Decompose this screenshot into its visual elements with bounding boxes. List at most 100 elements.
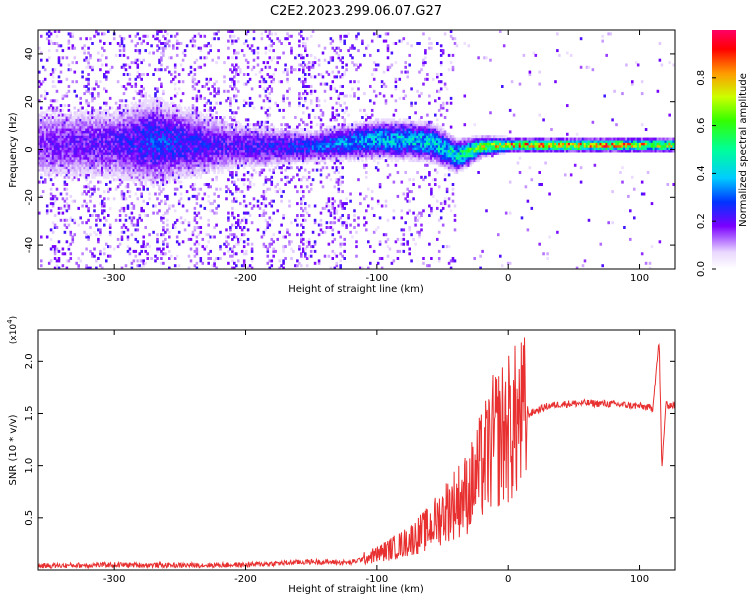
heatmap-cell (101, 266, 104, 269)
heatmap-cell (53, 156, 57, 160)
heatmap-cell (248, 159, 252, 163)
heatmap-cell (166, 171, 169, 174)
heatmap-cell (240, 156, 244, 160)
heatmap-cell (122, 147, 126, 151)
heatmap-cell (250, 266, 254, 269)
heatmap-cell (138, 151, 142, 155)
heatmap-cell (244, 163, 248, 167)
heatmap-cell (298, 68, 301, 72)
heatmap-cell (158, 30, 161, 33)
heatmap-cell (175, 139, 179, 143)
heatmap-cell (292, 130, 295, 134)
heatmap-cell (140, 183, 143, 186)
heatmap-cell (99, 106, 102, 110)
heatmap-cell (205, 118, 209, 122)
heatmap-cell (181, 113, 185, 117)
heatmap-cell (191, 130, 195, 134)
heatmap-cell (183, 139, 187, 143)
heatmap-cell (233, 183, 236, 186)
heatmap-cell (132, 104, 136, 108)
heatmap-cell (154, 108, 157, 112)
heatmap-cell (47, 106, 51, 110)
heatmap-cell (71, 123, 75, 127)
heatmap-cell (235, 132, 238, 136)
heatmap-cell (207, 194, 210, 198)
heatmap-cell (65, 175, 69, 179)
heatmap-cell (213, 211, 216, 215)
heatmap-cell (73, 221, 77, 225)
heatmap-cell (209, 123, 212, 127)
heatmap-cell (300, 144, 303, 148)
heatmap-cell (158, 154, 161, 158)
heatmap-cell (146, 173, 149, 177)
heatmap-cell (235, 156, 238, 160)
heatmap-cell (240, 49, 244, 53)
heatmap-cell (73, 137, 77, 141)
heatmap-cell (132, 118, 136, 122)
heatmap-cell (244, 211, 248, 215)
heatmap-cell (219, 257, 222, 260)
heatmap-cell (209, 116, 212, 119)
heatmap-cell (164, 46, 167, 50)
heatmap-cell (268, 245, 272, 249)
heatmap-cell (43, 130, 47, 134)
heatmap-cell (91, 113, 94, 117)
heatmap-cell (199, 96, 203, 100)
heatmap-cell (134, 118, 138, 122)
heatmap-cell (124, 118, 128, 122)
heatmap-cell (172, 132, 175, 136)
heatmap-cell (83, 171, 86, 174)
heatmap-cell (168, 70, 171, 74)
heatmap-cell (95, 214, 98, 217)
heatmap-cell (67, 123, 71, 127)
heatmap-cell (195, 128, 199, 131)
heatmap-cell (116, 166, 120, 170)
heatmap-cell (213, 142, 216, 146)
heatmap-cell (140, 137, 143, 141)
heatmap-cell (158, 142, 161, 146)
heatmap-cell (235, 161, 238, 165)
heatmap-cell (103, 118, 106, 122)
heatmap-cell (158, 151, 161, 155)
heatmap-cell (63, 139, 67, 143)
heatmap-cell (63, 137, 67, 141)
heatmap-cell (136, 154, 140, 158)
heatmap-cell (213, 116, 216, 119)
heatmap-cell (69, 123, 73, 127)
heatmap-cell (242, 147, 246, 151)
heatmap-cell (207, 185, 210, 189)
heatmap-cell (193, 249, 197, 253)
heatmap-cell (284, 147, 287, 151)
heatmap-cell (130, 137, 134, 141)
heatmap-cell (57, 75, 61, 79)
heatmap-cell (254, 151, 258, 155)
heatmap-cell (256, 149, 260, 153)
heatmap-cell (282, 163, 285, 167)
heatmap-cell (65, 163, 69, 167)
heatmap-cell (142, 151, 145, 155)
heatmap-cell (209, 151, 212, 155)
heatmap-cell (63, 120, 67, 124)
heatmap-cell (237, 154, 240, 158)
heatmap-cell (260, 154, 264, 158)
heatmap-cell (213, 149, 216, 153)
heatmap-cell (51, 111, 55, 115)
heatmap-cell (237, 120, 240, 124)
heatmap-cell (215, 118, 218, 122)
heatmap-cell (134, 139, 138, 143)
heatmap-cell (89, 116, 92, 119)
heatmap-cell (248, 130, 252, 134)
heatmap-cell (45, 118, 49, 122)
heatmap-cell (154, 104, 157, 108)
heatmap-cell (55, 173, 59, 177)
heatmap-cell (40, 142, 43, 146)
heatmap-cell (43, 116, 47, 119)
heatmap-cell (118, 147, 122, 151)
heatmap-cell (217, 120, 220, 124)
heatmap-cell (175, 173, 179, 177)
heatmap-cell (229, 132, 232, 136)
heatmap-cell (146, 106, 149, 110)
heatmap-cell (191, 75, 195, 79)
heatmap-cell (107, 118, 110, 122)
heatmap-cell (252, 204, 256, 208)
